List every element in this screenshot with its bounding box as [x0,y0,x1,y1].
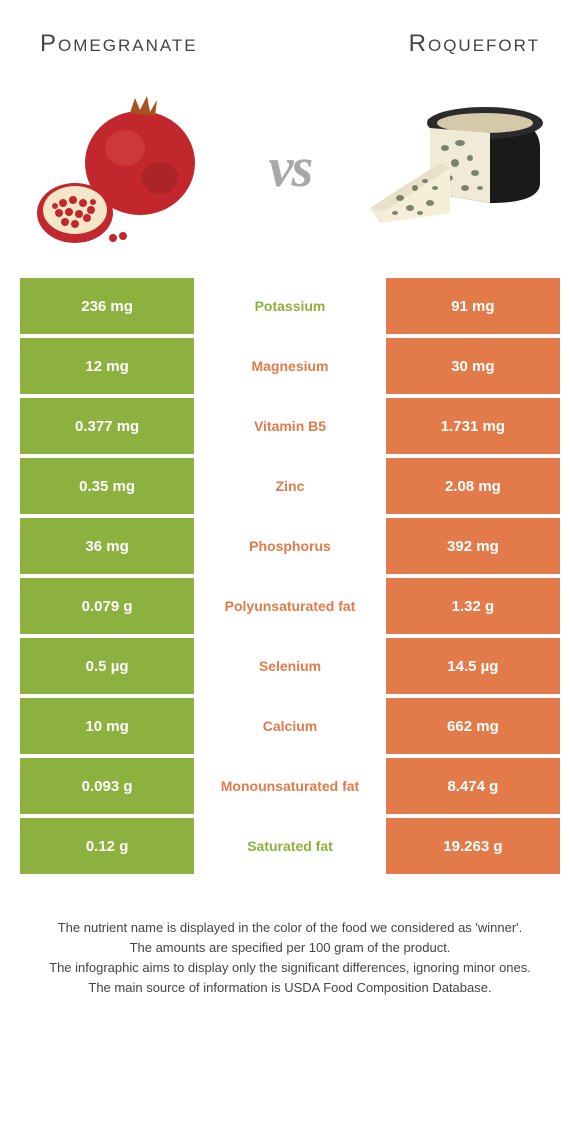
left-value-cell: 36 mg [20,518,194,574]
roquefort-image [360,88,550,248]
table-row: 236 mgPotassium91 mg [20,278,560,334]
left-value-cell: 236 mg [20,278,194,334]
table-row: 0.5 µgSelenium14.5 µg [20,638,560,694]
left-value-cell: 10 mg [20,698,194,754]
nutrient-label-cell: Zinc [194,458,386,514]
table-row: 0.35 mgZinc2.08 mg [20,458,560,514]
left-value-cell: 0.35 mg [20,458,194,514]
right-value-cell: 1.32 g [386,578,560,634]
right-value-cell: 14.5 µg [386,638,560,694]
right-value-cell: 8.474 g [386,758,560,814]
footnote-line: The main source of information is USDA F… [30,978,550,998]
table-row: 10 mgCalcium662 mg [20,698,560,754]
left-food-title: Pomegranate [40,30,198,58]
header: Pomegranate Roquefort [0,0,580,78]
nutrient-label-cell: Polyunsaturated fat [194,578,386,634]
nutrient-label-cell: Calcium [194,698,386,754]
right-value-cell: 2.08 mg [386,458,560,514]
pomegranate-image [30,88,220,248]
right-food-title: Roquefort [409,30,540,58]
right-value-cell: 1.731 mg [386,398,560,454]
right-value-cell: 662 mg [386,698,560,754]
table-row: 0.079 gPolyunsaturated fat1.32 g [20,578,560,634]
footnotes: The nutrient name is displayed in the co… [0,878,580,1019]
right-value-cell: 91 mg [386,278,560,334]
footnote-line: The nutrient name is displayed in the co… [30,918,550,938]
nutrient-label-cell: Monounsaturated fat [194,758,386,814]
table-row: 0.12 gSaturated fat19.263 g [20,818,560,874]
images-row: vs [0,78,580,278]
nutrient-label-cell: Saturated fat [194,818,386,874]
nutrient-label-cell: Potassium [194,278,386,334]
left-value-cell: 0.093 g [20,758,194,814]
footnote-line: The amounts are specified per 100 gram o… [30,938,550,958]
table-row: 0.093 gMonounsaturated fat8.474 g [20,758,560,814]
table-row: 36 mgPhosphorus392 mg [20,518,560,574]
right-value-cell: 19.263 g [386,818,560,874]
left-value-cell: 0.5 µg [20,638,194,694]
table-row: 0.377 mgVitamin B51.731 mg [20,398,560,454]
nutrient-table: 236 mgPotassium91 mg12 mgMagnesium30 mg0… [0,278,580,874]
left-value-cell: 12 mg [20,338,194,394]
left-value-cell: 0.079 g [20,578,194,634]
nutrient-label-cell: Vitamin B5 [194,398,386,454]
vs-label: vs [269,136,312,200]
left-value-cell: 0.12 g [20,818,194,874]
table-row: 12 mgMagnesium30 mg [20,338,560,394]
right-value-cell: 30 mg [386,338,560,394]
nutrient-label-cell: Phosphorus [194,518,386,574]
footnote-line: The infographic aims to display only the… [30,958,550,978]
nutrient-label-cell: Magnesium [194,338,386,394]
right-value-cell: 392 mg [386,518,560,574]
left-value-cell: 0.377 mg [20,398,194,454]
nutrient-label-cell: Selenium [194,638,386,694]
